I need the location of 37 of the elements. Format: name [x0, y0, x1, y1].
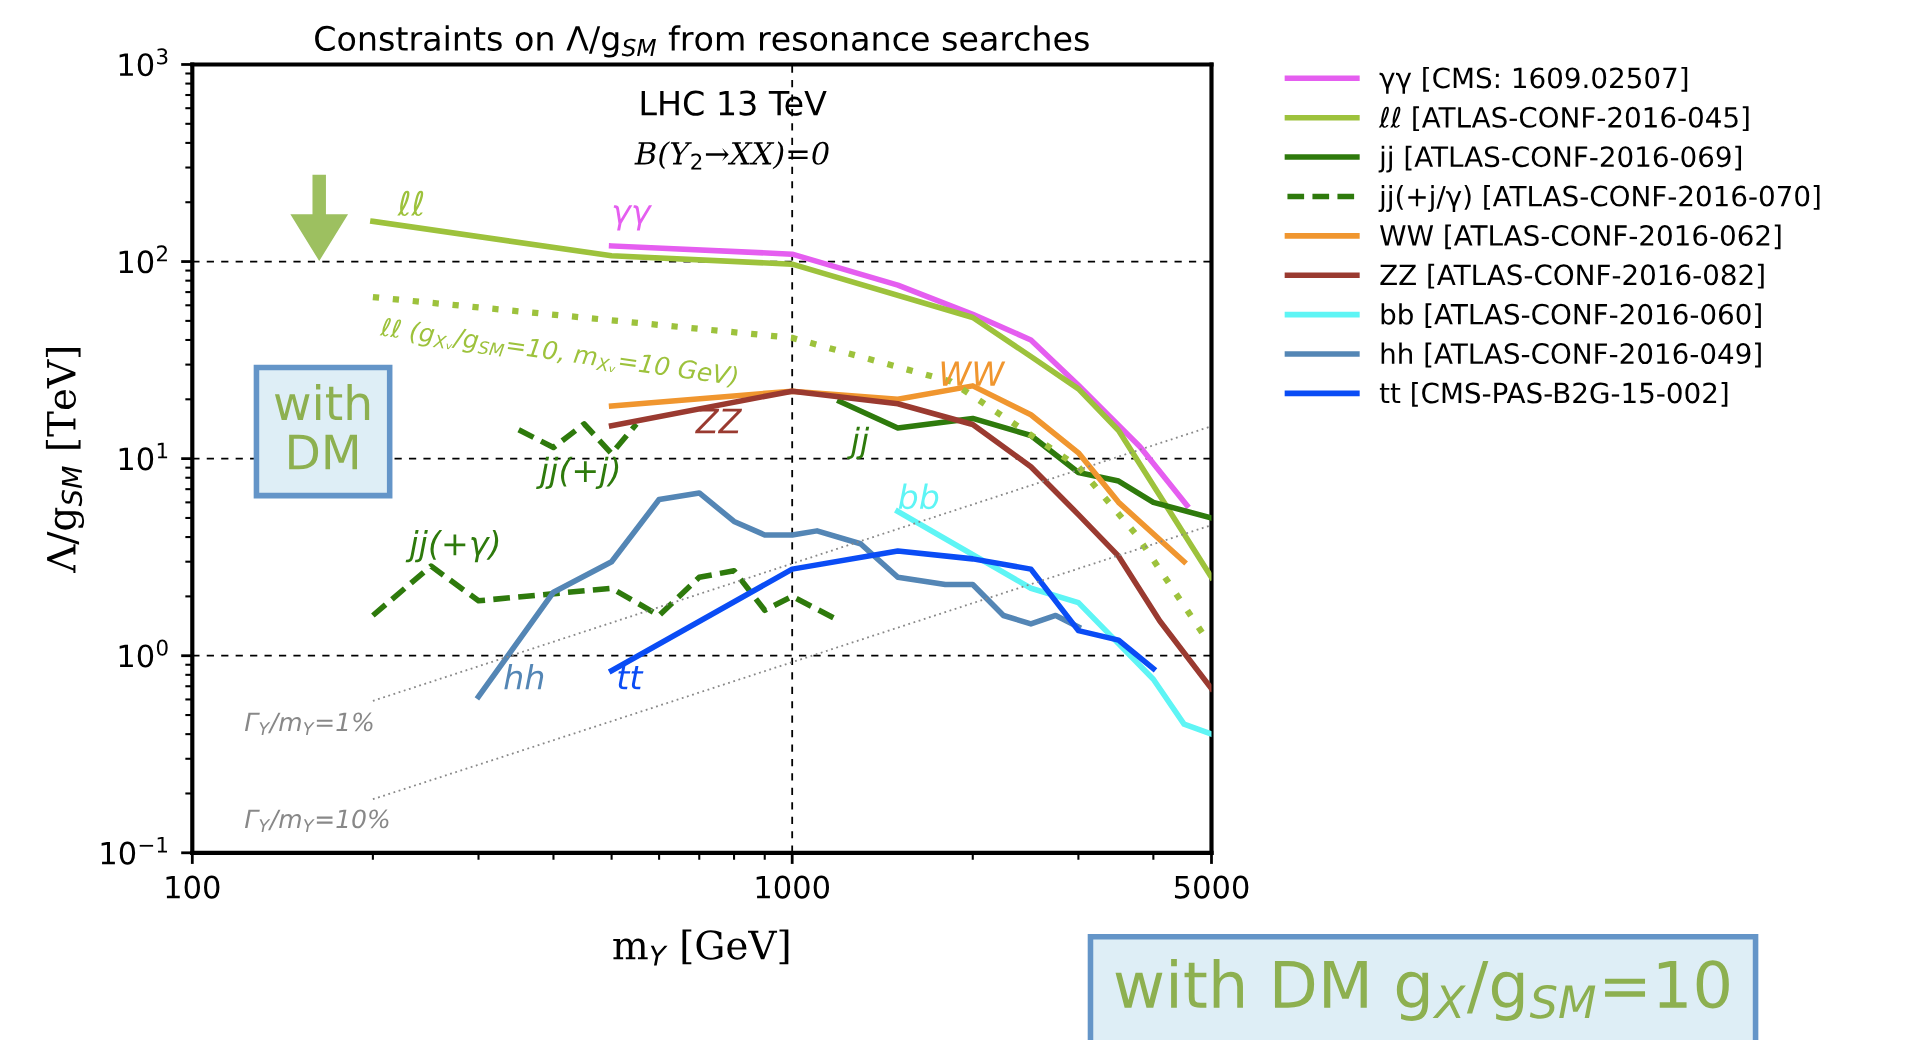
annotation: γγ [613, 205, 653, 231]
annotation: hh [504, 664, 544, 690]
annotation: tt [618, 665, 644, 690]
annotation: Γ$_{Y}$/m$_{Y}$=10% [244, 809, 389, 833]
annotation: ℓℓ [397, 190, 424, 217]
text: with DM g$_{X}$/g$_{SM}$=10 [1115, 959, 1729, 1021]
y-tick-label: 10$^{−1}$ [101, 836, 167, 865]
legend-label: hh [ATLAS-CONF-2016-049] [1381, 342, 1761, 368]
x-tick-label: 5000 [1174, 875, 1249, 899]
annotation: ZZ [695, 408, 743, 434]
legend-label: tt [CMS-PAS-B2G-15-002] [1379, 382, 1728, 407]
annotation: Γ$_{Y}$/m$_{Y}$=1% [244, 712, 373, 736]
y-tick-label: 10$^{0}$ [119, 639, 168, 668]
annotation: bb [898, 483, 939, 510]
legend-label: jj [ATLAS-CONF-2016-069] [1378, 145, 1742, 173]
annotation: jj(+γ) [405, 530, 499, 563]
annotation: jj [846, 426, 870, 459]
legend-label: ZZ [ATLAS-CONF-2016-082] [1380, 263, 1764, 289]
y-tick-label: 10$^{1}$ [119, 442, 168, 471]
legend-label: ℓℓ [ATLAS-CONF-2016-045] [1378, 106, 1749, 132]
x-axis-title: m$_{Y}$ [GeV] [613, 929, 789, 966]
annotation: jj(+j) [536, 456, 619, 489]
y-tick-label: 10$^{3}$ [119, 48, 168, 77]
y-tick-label: 10$^{2}$ [119, 245, 167, 274]
x-tick-label: 100 [166, 875, 220, 899]
annotation: ℓℓ (g$_{Xᵥ}$/g$_{SM}$=10, m$_{Xᵥ}$=10 GeV) [378, 316, 738, 391]
chart-title: Constraints on Λ/g$_{SM}$ from resonance searches [315, 25, 1089, 58]
legend-label: γγ [CMS: 1609.02507] [1379, 66, 1688, 94]
legend-label: bb [ATLAS-CONF-2016-060] [1381, 303, 1761, 329]
y-axis-title: Λ/g$_{SM}$ [TeV] [45, 348, 85, 574]
annotation: LHC 13 TeV [641, 90, 827, 116]
annotation: B(Y$_{2}$→XX)=0 [634, 141, 829, 170]
x-tick-label: 1000 [756, 875, 830, 899]
legend-label: WW [ATLAS-CONF-2016-062] [1380, 224, 1781, 250]
annotation: WW [941, 361, 1006, 386]
legend-label: jj(+j/γ) [ATLAS-CONF-2016-070] [1378, 185, 1820, 212]
annotation: with DM [274, 384, 370, 470]
